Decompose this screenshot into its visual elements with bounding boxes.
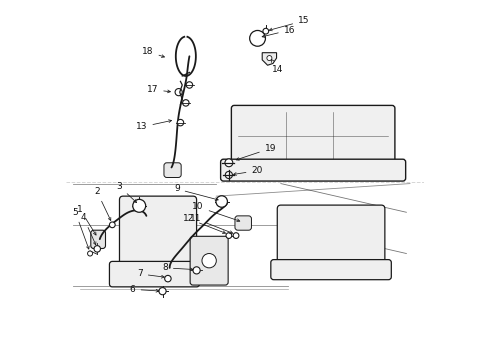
FancyBboxPatch shape xyxy=(190,236,228,285)
Text: 4: 4 xyxy=(81,213,96,245)
Circle shape xyxy=(202,253,216,268)
Text: 8: 8 xyxy=(162,264,193,273)
FancyBboxPatch shape xyxy=(109,261,199,287)
FancyBboxPatch shape xyxy=(91,230,105,248)
Text: 19: 19 xyxy=(236,144,276,160)
Circle shape xyxy=(267,55,272,60)
Text: 18: 18 xyxy=(142,47,165,58)
Circle shape xyxy=(193,267,200,274)
Text: 3: 3 xyxy=(117,182,137,203)
Circle shape xyxy=(183,100,189,106)
FancyBboxPatch shape xyxy=(271,260,392,280)
Circle shape xyxy=(186,82,193,88)
Circle shape xyxy=(88,251,93,256)
FancyBboxPatch shape xyxy=(231,105,395,167)
Circle shape xyxy=(159,288,166,295)
Text: 12: 12 xyxy=(183,214,225,234)
Circle shape xyxy=(233,233,239,238)
Circle shape xyxy=(250,31,266,46)
Text: 5: 5 xyxy=(73,208,89,249)
Circle shape xyxy=(109,222,115,228)
FancyBboxPatch shape xyxy=(235,216,251,230)
Text: 9: 9 xyxy=(174,184,218,201)
FancyBboxPatch shape xyxy=(277,205,385,268)
Circle shape xyxy=(263,28,269,34)
Text: 6: 6 xyxy=(130,285,159,294)
Polygon shape xyxy=(262,53,276,65)
Text: 13: 13 xyxy=(136,120,172,131)
Text: 16: 16 xyxy=(262,26,295,37)
Circle shape xyxy=(226,233,232,238)
Text: 20: 20 xyxy=(234,166,263,175)
Circle shape xyxy=(225,159,233,167)
Circle shape xyxy=(216,196,227,207)
Text: 17: 17 xyxy=(147,85,171,94)
Circle shape xyxy=(225,171,232,179)
FancyBboxPatch shape xyxy=(164,163,181,177)
Circle shape xyxy=(175,89,182,96)
Circle shape xyxy=(177,120,184,126)
FancyBboxPatch shape xyxy=(120,196,196,270)
Circle shape xyxy=(133,199,146,212)
Text: 15: 15 xyxy=(270,16,310,31)
Text: 7: 7 xyxy=(137,269,164,278)
Text: 1: 1 xyxy=(77,205,96,235)
Text: 10: 10 xyxy=(192,202,240,221)
Text: 2: 2 xyxy=(94,187,111,220)
Text: 14: 14 xyxy=(271,59,283,74)
FancyBboxPatch shape xyxy=(220,159,406,181)
Circle shape xyxy=(94,246,100,252)
Circle shape xyxy=(165,275,171,282)
Text: 11: 11 xyxy=(190,214,233,234)
